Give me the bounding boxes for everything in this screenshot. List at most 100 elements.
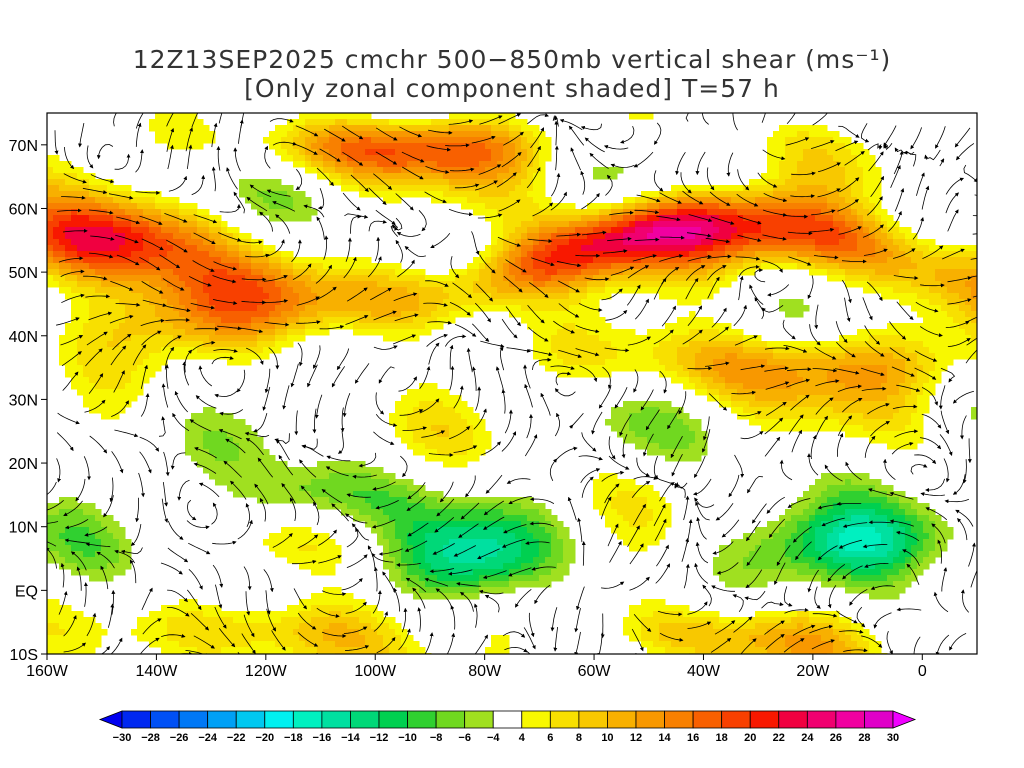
shading-cell [779,173,786,180]
shading-cell [59,179,66,186]
shading-cell [959,251,966,258]
shading-cell [791,197,798,204]
shading-cell [53,263,60,270]
shading-cell [317,119,324,126]
shading-cell [545,263,552,270]
shading-cell [755,185,762,192]
shading-cell [743,215,750,222]
shading-cell [971,311,977,318]
shading-cell [767,179,774,186]
shading-cell [881,431,888,438]
shading-cell [629,227,636,234]
shading-cell [479,125,486,132]
shading-cell [839,389,846,396]
shading-cell [767,155,774,162]
shading-cell [65,179,72,186]
shading-cell [77,215,84,222]
shading-cell [521,149,528,156]
shading-cell [839,413,846,420]
shading-cell [53,161,60,168]
shading-cell [173,293,180,300]
shading-cell [131,353,138,360]
shading-cell [419,329,426,336]
shading-cell [119,335,126,342]
shading-cell [59,275,66,282]
shading-cell [869,353,876,360]
shading-cell [299,119,306,126]
shading-cell [665,335,672,342]
shading-cell [353,275,360,282]
shading-cell [395,137,402,144]
shading-cell [317,161,324,168]
shading-cell [275,263,282,270]
shading-cell [191,263,198,270]
shading-cell [197,419,204,426]
shading-cell [461,179,468,186]
shading-cell [287,317,294,324]
shading-cell [311,311,318,318]
shading-cell [467,167,474,174]
shading-cell [557,347,564,354]
shading-cell [581,371,588,378]
shading-cell [341,155,348,162]
shading-cell [197,293,204,300]
shading-cell [623,221,630,228]
shading-cell [821,395,828,402]
shading-cell [287,275,294,282]
shading-cell [581,317,588,324]
shading-cell [107,413,114,420]
shading-cell [461,275,468,282]
shading-cell [839,401,846,408]
shading-cell [761,377,768,384]
shading-cell [647,269,654,276]
shading-cell [173,227,180,234]
shading-cell [377,263,384,270]
shading-cell [113,359,120,366]
shading-cell [707,281,714,288]
shading-cell [569,227,576,234]
shading-cell [197,215,204,222]
shading-cell [605,269,612,276]
shading-cell [461,191,468,198]
shading-cell [197,209,204,216]
shading-cell [65,329,72,336]
shading-cell [71,317,78,324]
shading-cell [107,263,114,270]
shading-cell [725,245,732,252]
shading-cell [209,275,216,282]
shading-cell [419,179,426,186]
shading-cell [359,287,366,294]
shading-cell [509,269,516,276]
shading-cell [761,389,768,396]
shading-cell [413,179,420,186]
shading-cell [137,263,144,270]
shading-cell [809,353,816,360]
shading-cell [311,269,318,276]
shading-cell [335,131,342,138]
shading-cell [671,359,678,366]
shading-cell [311,167,318,174]
shading-cell [755,395,762,402]
shading-cell [539,347,546,354]
shading-cell [659,263,666,270]
shading-cell [941,329,948,336]
shading-cell [455,149,462,156]
shading-cell [749,383,756,390]
shading-cell [923,323,930,330]
shading-cell [599,167,606,174]
shading-cell [707,251,714,258]
shading-cell [857,143,864,150]
shading-cell [773,353,780,360]
shading-cell [179,215,186,222]
shading-cell [125,341,132,348]
shading-cell [965,245,972,252]
shading-cell [197,413,204,420]
shading-cell [407,275,414,282]
shading-cell [923,377,930,384]
shading-cell [575,269,582,276]
shading-cell [509,119,516,126]
shading-cell [47,161,54,168]
shading-cell [371,161,378,168]
shading-cell [581,239,588,246]
shading-cell [569,359,576,366]
